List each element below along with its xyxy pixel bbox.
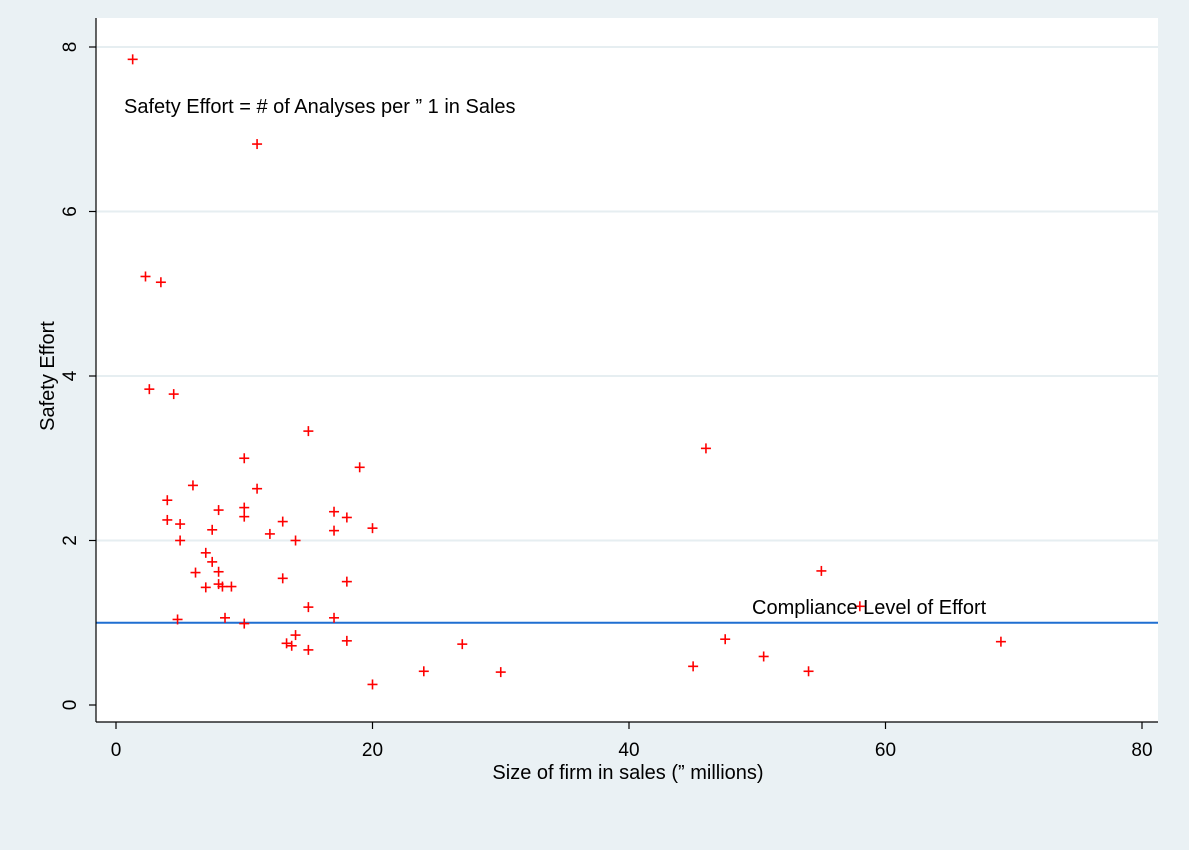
data-point xyxy=(239,618,250,629)
data-point xyxy=(239,511,250,522)
gridlines xyxy=(96,46,1158,542)
data-point xyxy=(720,634,731,645)
y-tick-label: 2 xyxy=(60,535,81,546)
data-point xyxy=(303,602,314,613)
data-point xyxy=(290,630,301,641)
data-point xyxy=(239,502,250,513)
data-point xyxy=(303,644,314,655)
y-tick-label: 0 xyxy=(60,700,81,711)
data-point xyxy=(140,271,151,282)
data-point xyxy=(226,581,237,592)
plot-area xyxy=(96,18,1158,722)
data-point xyxy=(816,565,827,576)
data-point xyxy=(367,679,378,690)
data-point xyxy=(175,519,186,530)
x-tick-label: 20 xyxy=(362,740,383,761)
data-point xyxy=(303,426,314,437)
data-point xyxy=(341,512,352,523)
x-tick-label: 0 xyxy=(111,740,122,761)
data-point xyxy=(277,516,288,527)
data-point xyxy=(418,666,429,677)
data-point xyxy=(854,601,865,612)
data-point xyxy=(207,556,218,567)
data-point xyxy=(162,514,173,525)
data-points xyxy=(127,54,1006,690)
data-point xyxy=(162,495,173,506)
x-tick-label: 60 xyxy=(875,740,896,761)
data-point xyxy=(168,389,179,400)
annotation-definition: Safety Effort = # of Analyses per ” 1 in… xyxy=(124,96,516,118)
data-point xyxy=(213,566,224,577)
data-point xyxy=(187,480,198,491)
data-point xyxy=(127,54,138,65)
data-point xyxy=(354,462,365,473)
axes xyxy=(89,18,1158,729)
data-point xyxy=(239,453,250,464)
data-point xyxy=(200,582,211,593)
annotation-compliance: Compliance Level of Effort xyxy=(752,597,987,619)
data-point xyxy=(172,614,183,625)
data-point xyxy=(341,576,352,587)
x-axis-title: Size of firm in sales (” millions) xyxy=(492,762,763,784)
data-point xyxy=(220,612,231,623)
data-point xyxy=(277,573,288,584)
data-point xyxy=(190,567,201,578)
data-point xyxy=(207,524,218,535)
data-point xyxy=(217,581,228,592)
data-point xyxy=(155,277,166,288)
data-point xyxy=(175,535,186,546)
data-point xyxy=(281,638,292,649)
x-tick-label: 80 xyxy=(1131,740,1152,761)
data-point xyxy=(341,635,352,646)
data-point xyxy=(264,528,275,539)
data-point xyxy=(700,443,711,454)
y-tick-label: 6 xyxy=(60,206,81,217)
data-point xyxy=(252,139,263,150)
y-axis-title: Safety Effort xyxy=(37,321,59,431)
data-point xyxy=(286,640,297,651)
x-tick-label: 40 xyxy=(618,740,639,761)
data-point xyxy=(495,667,506,678)
data-point xyxy=(290,535,301,546)
y-tick-label: 8 xyxy=(60,42,81,53)
data-point xyxy=(688,661,699,672)
y-tick-label: 4 xyxy=(60,370,81,381)
data-point xyxy=(758,651,769,662)
data-point xyxy=(329,525,340,536)
data-point xyxy=(144,384,155,395)
data-point xyxy=(995,636,1006,647)
data-point xyxy=(329,506,340,517)
data-point xyxy=(457,639,468,650)
data-point xyxy=(329,612,340,623)
data-point xyxy=(803,666,814,677)
data-point xyxy=(213,505,224,516)
data-point xyxy=(252,483,263,494)
data-point xyxy=(200,547,211,558)
data-point xyxy=(367,523,378,534)
